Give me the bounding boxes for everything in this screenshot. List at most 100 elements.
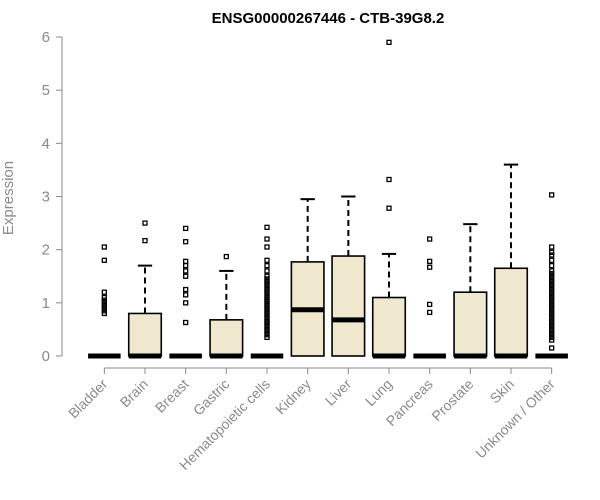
outlier-point [549, 284, 555, 290]
outlier-point [101, 300, 107, 306]
outlier-point [264, 334, 270, 341]
outlier-point [264, 262, 270, 269]
outlier-point [101, 294, 107, 301]
box-lung [371, 39, 407, 359]
box-gastric [209, 253, 244, 359]
outlier-point [549, 268, 555, 274]
outlier-point [183, 300, 189, 306]
outlier-point [101, 297, 107, 303]
outlier-point [549, 329, 555, 335]
outlier-point [549, 294, 555, 301]
outlier-point [549, 257, 555, 263]
outlier-point [549, 281, 555, 287]
box-rect [209, 319, 244, 357]
outlier-point [549, 302, 555, 309]
outlier-point [264, 294, 270, 301]
outlier-point [549, 332, 555, 338]
outlier-point [549, 270, 555, 277]
outlier-point [264, 297, 270, 303]
outlier-point [264, 292, 270, 298]
outlier-point [549, 305, 555, 311]
outlier-point [264, 321, 270, 327]
box-series [88, 39, 568, 359]
outlier-point [549, 326, 555, 333]
box-brain [127, 220, 163, 359]
y-tick-label: 6 [42, 29, 50, 46]
outlier-point [264, 257, 270, 263]
box-bladder [88, 244, 121, 359]
box-unknown-other [535, 192, 568, 359]
x-tick-label: Brain [117, 376, 151, 410]
outlier-point [549, 345, 555, 351]
outlier-point [427, 236, 433, 242]
box-prostate [453, 223, 488, 359]
outlier-point [549, 316, 555, 322]
box-rect [493, 267, 529, 357]
outlier-point [183, 286, 189, 293]
outlier-point [549, 252, 555, 258]
outlier-point [264, 329, 270, 335]
outlier-point [264, 224, 270, 230]
outlier-point [264, 281, 270, 287]
outlier-point [183, 273, 189, 279]
outlier-point [101, 244, 107, 250]
outlier-point [101, 302, 107, 309]
outlier-point [549, 324, 555, 330]
outlier-point [386, 39, 392, 45]
outlier-point [183, 319, 189, 326]
outlier-point [183, 262, 189, 269]
outlier-point [264, 332, 270, 338]
y-tick-label: 4 [42, 135, 50, 152]
chart-title: ENSG00000267446 - CTB-39G8.2 [212, 10, 445, 27]
outlier-point [549, 192, 555, 198]
box-rect [371, 296, 407, 357]
outlier-point [264, 305, 270, 311]
outlier-point [549, 262, 555, 269]
y-tick-label: 2 [42, 242, 50, 259]
x-tick-label: Liver [322, 376, 355, 409]
outlier-point [386, 176, 392, 183]
outlier-point [223, 253, 229, 260]
y-tick-label: 5 [42, 82, 50, 99]
outlier-point [264, 300, 270, 306]
outlier-point [549, 308, 555, 314]
x-tick-label: Skin [487, 376, 518, 407]
outlier-point [549, 310, 555, 317]
outlier-point [264, 324, 270, 330]
x-tick-label: Prostate [428, 376, 476, 424]
outlier-point [427, 309, 433, 316]
outlier-point [549, 313, 555, 319]
outlier-point [549, 292, 555, 298]
outlier-point [264, 318, 270, 325]
outlier-point [264, 302, 270, 309]
outlier-point [142, 220, 148, 226]
outlier-point [549, 273, 555, 279]
outlier-point [264, 244, 270, 250]
outlier-point [101, 305, 107, 311]
y-axis-label: Expression [0, 161, 17, 235]
outlier-point [549, 300, 555, 306]
outlier-point [549, 321, 555, 327]
box-hematopoietic-cells [250, 224, 284, 359]
y-axis: 0 1 2 3 4 5 6 [42, 29, 63, 365]
outlier-point [264, 268, 270, 274]
outlier-point [264, 278, 270, 285]
outlier-point [183, 225, 189, 232]
x-tick-label: Lung [362, 376, 395, 409]
outlier-point [101, 310, 107, 317]
box-rect [127, 312, 163, 357]
outlier-point [549, 249, 555, 255]
outlier-point [264, 289, 270, 295]
box-liver [331, 195, 366, 357]
outlier-point [549, 244, 555, 250]
outlier-point [101, 308, 107, 314]
outlier-point [549, 318, 555, 325]
outlier-point [427, 264, 433, 270]
outlier-point [264, 284, 270, 290]
outlier-point [101, 289, 107, 295]
outlier-point [427, 258, 433, 265]
x-tick-label: Bladder [65, 376, 111, 422]
outlier-point [549, 289, 555, 295]
x-tick-label: Kidney [272, 376, 314, 418]
